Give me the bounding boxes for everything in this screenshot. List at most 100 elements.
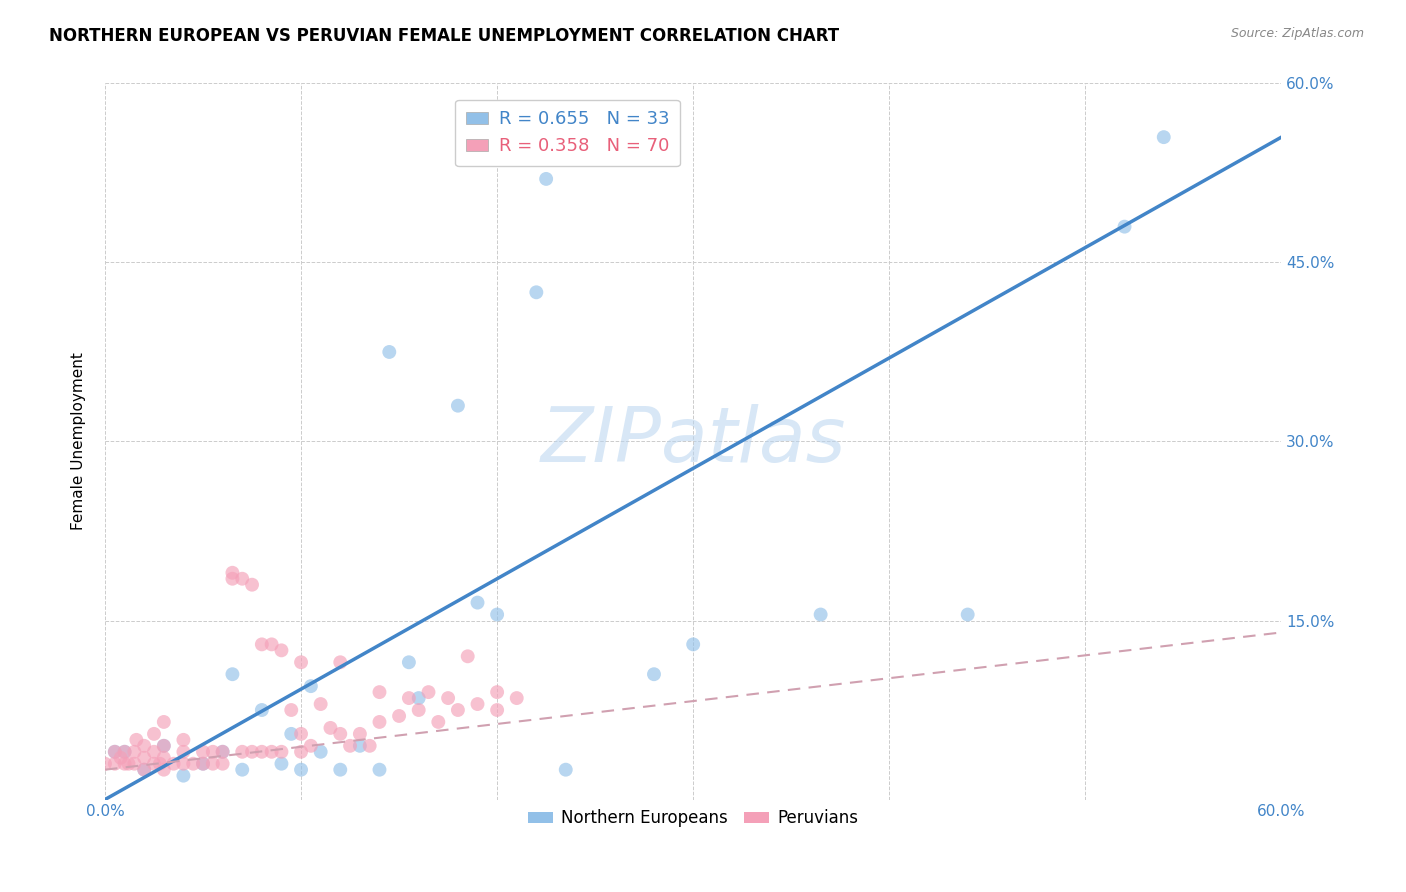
- Point: [231, 763, 253, 777]
- Point: [153, 714, 176, 729]
- Point: [250, 745, 273, 759]
- Point: [457, 649, 479, 664]
- Point: [270, 643, 292, 657]
- Point: [290, 727, 312, 741]
- Point: [250, 703, 273, 717]
- Point: [359, 739, 381, 753]
- Point: [418, 685, 440, 699]
- Point: [486, 607, 509, 622]
- Point: [329, 655, 352, 669]
- Point: [134, 739, 156, 753]
- Y-axis label: Female Unemployment: Female Unemployment: [72, 352, 86, 531]
- Point: [172, 769, 194, 783]
- Point: [506, 691, 529, 706]
- Point: [368, 763, 391, 777]
- Point: [114, 745, 136, 759]
- Point: [250, 637, 273, 651]
- Point: [290, 655, 312, 669]
- Text: NORTHERN EUROPEAN VS PERUVIAN FEMALE UNEMPLOYMENT CORRELATION CHART: NORTHERN EUROPEAN VS PERUVIAN FEMALE UNE…: [49, 27, 839, 45]
- Point: [290, 763, 312, 777]
- Point: [153, 739, 176, 753]
- Point: [104, 745, 127, 759]
- Point: [221, 667, 243, 681]
- Point: [201, 745, 224, 759]
- Point: [309, 745, 332, 759]
- Point: [810, 607, 832, 622]
- Point: [125, 732, 148, 747]
- Text: Source: ZipAtlas.com: Source: ZipAtlas.com: [1230, 27, 1364, 40]
- Point: [162, 756, 184, 771]
- Point: [467, 697, 489, 711]
- Point: [427, 714, 450, 729]
- Point: [1114, 219, 1136, 234]
- Point: [181, 756, 204, 771]
- Point: [299, 679, 322, 693]
- Point: [956, 607, 979, 622]
- Point: [1153, 130, 1175, 145]
- Point: [339, 739, 361, 753]
- Point: [153, 750, 176, 764]
- Point: [134, 750, 156, 764]
- Point: [378, 345, 401, 359]
- Point: [329, 763, 352, 777]
- Point: [211, 745, 233, 759]
- Point: [221, 566, 243, 580]
- Point: [143, 745, 166, 759]
- Point: [104, 756, 127, 771]
- Legend: Northern Europeans, Peruvians: Northern Europeans, Peruvians: [522, 803, 866, 834]
- Point: [124, 745, 146, 759]
- Point: [329, 727, 352, 741]
- Point: [408, 703, 430, 717]
- Point: [117, 756, 139, 771]
- Point: [349, 727, 371, 741]
- Point: [260, 637, 283, 651]
- Point: [270, 756, 292, 771]
- Point: [240, 745, 263, 759]
- Point: [643, 667, 665, 681]
- Point: [134, 763, 156, 777]
- Point: [349, 739, 371, 753]
- Point: [388, 709, 411, 723]
- Point: [110, 750, 132, 764]
- Point: [299, 739, 322, 753]
- Point: [467, 596, 489, 610]
- Point: [309, 697, 332, 711]
- Point: [534, 172, 557, 186]
- Point: [231, 745, 253, 759]
- Point: [134, 763, 156, 777]
- Point: [114, 745, 136, 759]
- Point: [398, 655, 420, 669]
- Point: [172, 756, 194, 771]
- Point: [104, 745, 127, 759]
- Point: [398, 691, 420, 706]
- Point: [153, 763, 176, 777]
- Point: [191, 756, 214, 771]
- Point: [408, 691, 430, 706]
- Point: [211, 745, 233, 759]
- Point: [447, 399, 470, 413]
- Point: [149, 756, 172, 771]
- Point: [260, 745, 283, 759]
- Point: [172, 732, 194, 747]
- Point: [191, 756, 214, 771]
- Point: [368, 714, 391, 729]
- Point: [486, 703, 509, 717]
- Point: [153, 739, 176, 753]
- Point: [240, 577, 263, 591]
- Point: [682, 637, 704, 651]
- Point: [124, 756, 146, 771]
- Point: [201, 756, 224, 771]
- Point: [447, 703, 470, 717]
- Point: [270, 745, 292, 759]
- Point: [290, 745, 312, 759]
- Text: ZIPatlas: ZIPatlas: [540, 404, 846, 478]
- Point: [94, 756, 117, 771]
- Point: [221, 572, 243, 586]
- Point: [280, 703, 302, 717]
- Point: [554, 763, 576, 777]
- Point: [280, 727, 302, 741]
- Point: [486, 685, 509, 699]
- Point: [319, 721, 342, 735]
- Point: [172, 745, 194, 759]
- Point: [211, 756, 233, 771]
